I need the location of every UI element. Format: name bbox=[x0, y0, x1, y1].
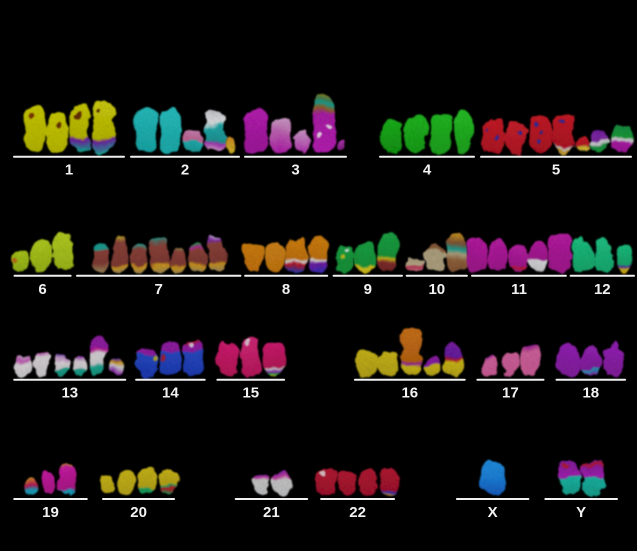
svg-text:10: 10 bbox=[428, 281, 445, 298]
svg-text:2: 2 bbox=[181, 162, 189, 179]
svg-text:20: 20 bbox=[130, 504, 147, 521]
svg-text:22: 22 bbox=[349, 504, 366, 521]
svg-text:16: 16 bbox=[401, 385, 418, 402]
svg-text:21: 21 bbox=[263, 504, 280, 521]
svg-text:5: 5 bbox=[552, 162, 560, 179]
svg-text:1: 1 bbox=[65, 162, 73, 179]
svg-text:4: 4 bbox=[423, 162, 432, 179]
svg-text:19: 19 bbox=[42, 504, 59, 521]
svg-text:X: X bbox=[488, 504, 498, 521]
svg-text:17: 17 bbox=[502, 385, 519, 402]
svg-text:13: 13 bbox=[61, 385, 78, 402]
svg-text:9: 9 bbox=[364, 281, 372, 298]
svg-text:11: 11 bbox=[511, 281, 527, 298]
svg-text:6: 6 bbox=[38, 281, 46, 298]
svg-text:14: 14 bbox=[162, 385, 179, 402]
svg-text:7: 7 bbox=[155, 281, 163, 298]
svg-text:15: 15 bbox=[242, 385, 259, 402]
svg-text:18: 18 bbox=[582, 385, 599, 402]
svg-text:Y: Y bbox=[576, 504, 586, 521]
svg-text:3: 3 bbox=[291, 162, 299, 179]
svg-text:8: 8 bbox=[282, 281, 290, 298]
svg-text:12: 12 bbox=[594, 281, 611, 298]
